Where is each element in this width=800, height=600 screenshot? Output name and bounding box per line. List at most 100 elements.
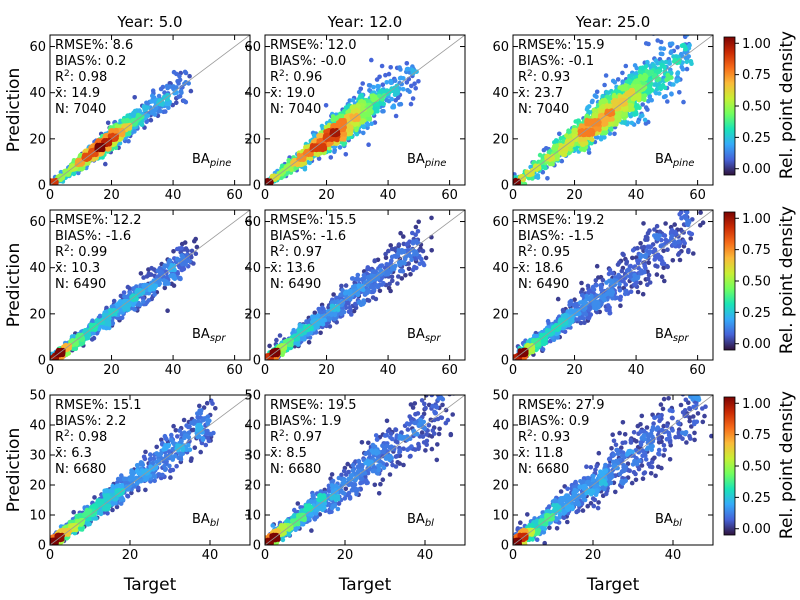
data-point [683, 46, 688, 52]
x-tick-label: 40 [628, 188, 645, 203]
x-tick-label: 0 [46, 188, 54, 203]
data-point [165, 281, 170, 286]
data-point [189, 254, 194, 260]
data-point [371, 97, 376, 103]
data-point [416, 79, 421, 84]
data-point [105, 120, 111, 126]
y-tick-label: 60 [29, 40, 46, 55]
data-point [672, 57, 678, 63]
data-point [171, 249, 176, 254]
data-point [658, 51, 664, 57]
data-point [140, 296, 146, 301]
data-point [596, 121, 601, 127]
stat-n: N: 7040 [270, 102, 321, 117]
data-point [366, 83, 372, 88]
data-point [379, 63, 385, 69]
data-point [675, 45, 680, 50]
data-point [137, 108, 142, 114]
data-point [370, 93, 376, 99]
data-point [606, 90, 611, 95]
data-point [652, 73, 658, 78]
stat-mean: x̄: 19.0 [270, 86, 315, 101]
data-point [148, 272, 154, 277]
data-point [187, 258, 192, 264]
data-point [669, 91, 674, 96]
x-tick-label: 0 [509, 188, 517, 203]
data-point [688, 59, 694, 64]
data-point [559, 145, 564, 150]
data-point [391, 104, 397, 110]
data-point [635, 119, 641, 125]
data-point [187, 73, 192, 79]
data-point [318, 132, 324, 138]
panel-title: Year: 12.0 [327, 13, 403, 31]
data-point [607, 131, 613, 136]
x-tick-label: 60 [689, 188, 706, 203]
data-point [140, 299, 146, 304]
data-point [361, 124, 367, 130]
data-point [615, 77, 621, 82]
plot-frame [264, 34, 466, 186]
data-point [150, 93, 155, 99]
stat-rmse: RMSE%: 12.0 [270, 38, 357, 53]
data-point [380, 97, 385, 102]
panel-title: Year: 5.0 [116, 13, 182, 31]
data-point [569, 141, 574, 147]
data-point [667, 61, 672, 66]
stat-rmse: RMSE%: 15.9 [518, 38, 605, 53]
data-point [173, 89, 178, 95]
data-point [648, 71, 653, 77]
data-point [620, 86, 625, 92]
data-point [651, 63, 656, 68]
data-point [383, 72, 388, 78]
data-point [388, 65, 394, 70]
data-point [554, 154, 559, 159]
x-tick-label: 20 [566, 188, 583, 203]
data-point [384, 80, 390, 85]
data-point [684, 66, 690, 72]
data-point [587, 120, 592, 125]
data-point [595, 126, 601, 131]
data-point [660, 82, 666, 88]
data-point [366, 142, 371, 147]
data-point [586, 131, 591, 136]
stat-rmse: RMSE%: 8.6 [55, 38, 133, 53]
data-point [627, 73, 632, 79]
data-point [389, 96, 395, 102]
x-tick-label: 20 [103, 188, 120, 203]
data-point [681, 99, 686, 105]
data-point [193, 251, 199, 256]
data-point [589, 99, 595, 105]
data-point [413, 86, 419, 91]
point-cloud [513, 35, 694, 185]
data-point [542, 165, 548, 170]
data-point [603, 73, 609, 78]
data-point [663, 94, 668, 99]
data-point [591, 108, 597, 113]
data-point [166, 101, 171, 107]
data-point [132, 95, 137, 100]
data-point [667, 41, 673, 47]
data-point [142, 282, 148, 288]
data-point [676, 77, 681, 83]
data-point [354, 131, 360, 137]
data-point [104, 305, 109, 311]
data-point [95, 142, 100, 148]
y-tick-label: 20 [492, 132, 509, 147]
data-point [316, 156, 322, 161]
data-point [326, 122, 332, 128]
data-point [410, 96, 416, 101]
data-point [125, 284, 131, 290]
identity-line [50, 35, 250, 185]
data-point [572, 134, 577, 139]
data-point [564, 138, 570, 144]
data-point [185, 248, 190, 253]
x-tick-label: 0 [261, 188, 269, 203]
stat-r2: R2: 0.93 [518, 69, 570, 85]
species-label: BApine [192, 152, 231, 169]
species-label: BApine [407, 152, 446, 169]
x-tick-label: 40 [165, 188, 182, 203]
data-point [125, 113, 131, 119]
data-point [675, 71, 680, 76]
y-tick-label: 60 [244, 40, 261, 55]
